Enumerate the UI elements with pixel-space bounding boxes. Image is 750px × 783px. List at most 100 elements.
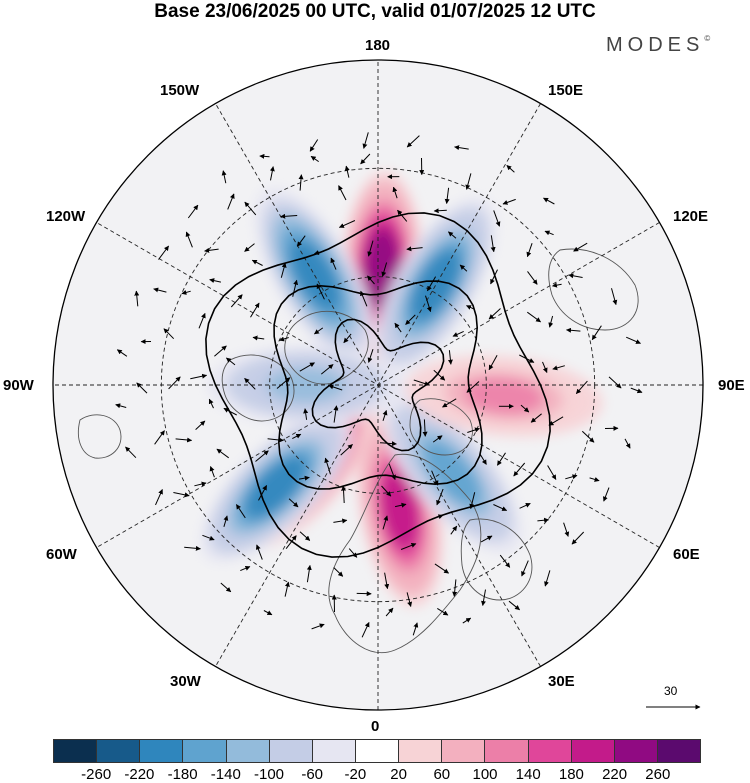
wind-vector [433,208,447,214]
wind-vector [134,290,140,307]
wind-vector [328,384,343,391]
wind-vector [392,186,398,199]
wind-vector [400,543,417,550]
wind-vector [493,504,508,511]
wind-vector [436,488,444,506]
wind-vector [480,535,493,543]
wind-vector [115,403,127,409]
land-outlines [77,248,639,654]
wind-vector [209,466,215,478]
wind-vector [520,404,530,413]
wind-vector [425,295,432,313]
wind-vector [280,262,287,278]
wind-vector [298,174,304,191]
wind-vector [385,607,394,617]
longitude-label-120w: 120W [46,208,86,225]
wind-vector [581,430,595,443]
height-contours [205,212,551,558]
wind-vector [299,475,310,481]
wind-vector [384,572,390,590]
wind-vector [333,567,344,577]
wind-vector [565,474,578,480]
colorbar-tick-label: -260 [81,766,112,783]
wind-vector [573,242,588,252]
wind-vector [154,430,165,445]
wind-vector [406,246,423,252]
wind-vector [230,294,243,308]
wind-vector [338,220,356,228]
colorbar-tick-label: 260 [645,766,671,783]
wind-vector [563,522,570,537]
anomaly-shade [410,249,461,321]
wind-vector [299,531,311,541]
wind-vector [527,311,542,323]
wind-vector [548,416,564,426]
wind-vector [204,247,219,253]
wind-vector [163,328,175,340]
wind-vector [442,398,457,408]
colorbar [53,739,701,763]
wind-vector [185,231,193,248]
wind-vector [437,607,449,616]
wind-vector [432,435,443,443]
wind-vector [571,531,585,545]
wind-vector [288,498,299,508]
wind-vector [360,153,371,165]
wind-vector [125,446,137,459]
wind-vector [508,600,520,611]
colorbar-tick-label: 180 [558,766,584,783]
wind-vector [603,487,610,502]
wind-vector [521,560,529,577]
colorbar-bin [140,740,184,762]
wind-vector [284,581,290,597]
wind-vector [292,433,302,440]
brand-mark: © [704,34,711,43]
colorbar-tick-label: -220 [124,766,155,783]
wind-vector [168,376,181,390]
wind-vector [367,275,375,285]
graticule [53,60,703,710]
colorbar-bin [528,740,572,762]
height-contour [205,212,551,558]
wind-vector [310,155,319,163]
wind-vector [343,333,352,344]
wind-vector [221,170,227,184]
brand-text: MODES [606,34,705,56]
colorbar-bin [97,740,141,762]
wind-vector [263,610,273,616]
anomaly-shade [245,456,307,518]
wind-vector [244,243,255,252]
wind-vector [462,617,472,624]
wind-vector [252,335,265,341]
wind-vector [513,462,526,477]
wind-vector [324,457,331,475]
wind-vector [624,438,631,449]
wind-vector [333,405,339,423]
anomaly-shade [464,378,544,414]
wind-vector [158,245,170,260]
wind-vector [608,376,622,389]
wind-vector [626,336,641,344]
wind-vector [444,187,450,204]
wind-vector [542,361,548,373]
colorbar-tick-label: -140 [210,766,241,783]
wind-vector [250,302,260,318]
wind-vector [452,330,464,337]
wind-vector [543,197,555,205]
wind-vector [466,381,480,393]
wind-vector [269,166,275,181]
wind-vector [187,204,199,219]
wind-vector [306,564,312,583]
wind-vector [251,259,263,266]
wind-vector [198,312,206,329]
wind-vector [190,373,208,380]
wind-vector [488,308,501,320]
wind-vector [552,365,565,371]
wind-vector [181,290,191,295]
colorbar-tick-label: 60 [433,766,451,783]
wind-vector [155,489,163,506]
longitude-label-0: 0 [371,718,380,735]
wind-vector [338,185,347,201]
longitude-label-150w: 150W [160,82,200,99]
wind-vector [381,262,388,277]
